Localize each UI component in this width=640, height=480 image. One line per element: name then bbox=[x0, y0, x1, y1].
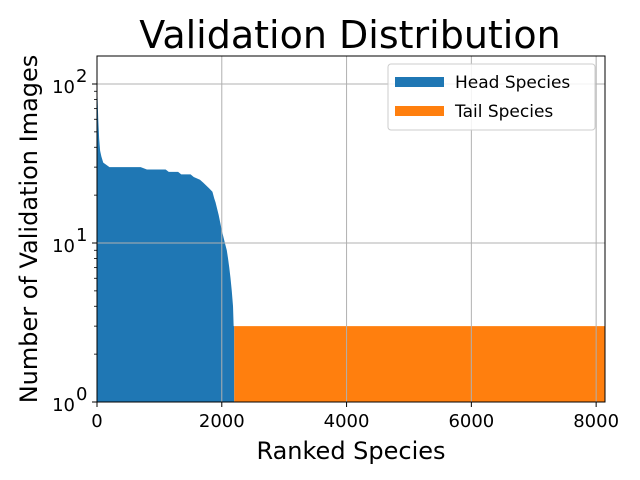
y-tick-label: 10 bbox=[52, 395, 75, 416]
x-axis-label: Ranked Species bbox=[256, 437, 445, 465]
legend-label-head-species: Head Species bbox=[455, 73, 570, 93]
x-tick-label: 8000 bbox=[573, 411, 619, 432]
y-tick-label: 10 bbox=[52, 77, 75, 98]
y-axis-label: Number of Validation Images bbox=[15, 55, 43, 404]
legend-swatch-tail-species bbox=[395, 106, 444, 116]
legend-label-tail-species: Tail Species bbox=[454, 102, 553, 122]
plot-frame bbox=[96, 55, 606, 403]
y-tick-exponent: 1 bbox=[76, 225, 87, 246]
x-tick-label: 2000 bbox=[199, 411, 245, 432]
legend: Head Species Tail Species bbox=[387, 63, 596, 131]
tail-species-area bbox=[234, 326, 605, 402]
y-tick-label: 10 bbox=[52, 236, 75, 257]
y-tick-exponent: 0 bbox=[76, 384, 87, 405]
y-tick-exponent: 2 bbox=[76, 66, 87, 87]
x-tick-label: 6000 bbox=[448, 411, 494, 432]
x-tick-label: 4000 bbox=[324, 411, 370, 432]
x-tick-label: 0 bbox=[91, 411, 102, 432]
chart-title: Validation Distribution bbox=[139, 13, 560, 57]
legend-swatch-head-species bbox=[395, 77, 444, 87]
